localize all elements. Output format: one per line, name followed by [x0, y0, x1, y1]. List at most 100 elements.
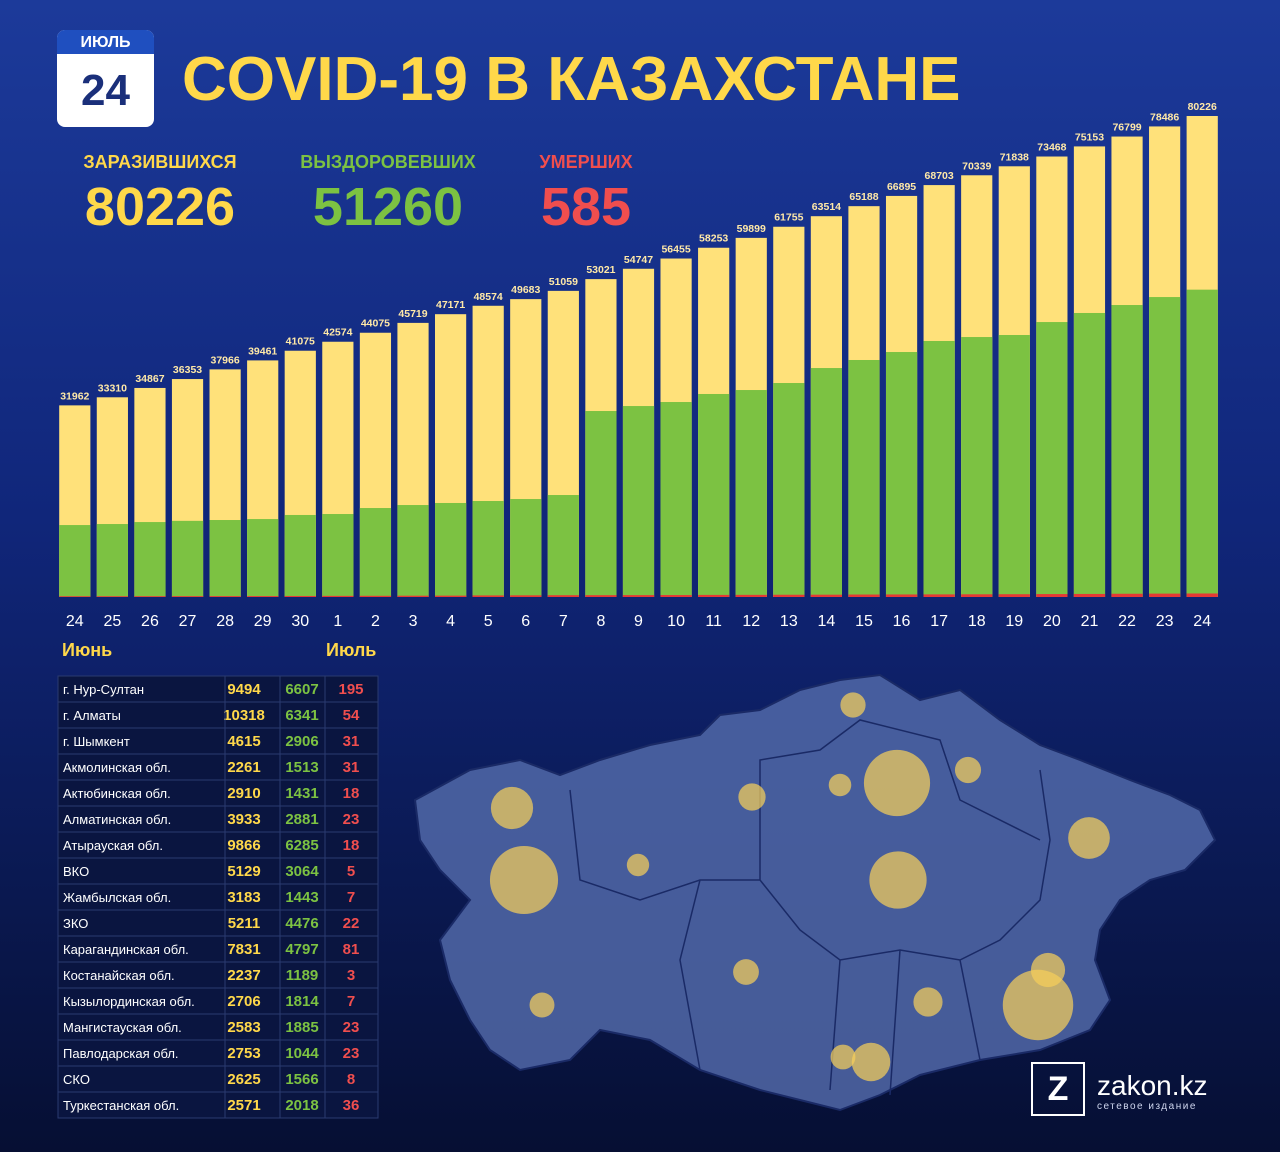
- region-value: 2237: [227, 967, 260, 984]
- map-bubbles: [489, 692, 1110, 1082]
- map-bubble: [1002, 969, 1074, 1041]
- value-label: 45719: [398, 308, 427, 320]
- map-bubble: [1068, 817, 1110, 859]
- bar: [284, 514, 316, 597]
- x-tick-label: 16: [893, 613, 911, 630]
- x-tick-label: 17: [930, 613, 948, 630]
- region-name: ЗКО: [63, 916, 88, 931]
- bar: [1111, 593, 1143, 597]
- region-value: 2753: [227, 1045, 260, 1062]
- x-tick-label: 28: [216, 613, 234, 630]
- bar: [660, 402, 692, 597]
- x-tick-label: 15: [855, 613, 873, 630]
- map-bubble: [863, 749, 931, 817]
- region-value: 1443: [285, 889, 318, 906]
- x-tick-label: 13: [780, 613, 798, 630]
- title: COVID-19 В КАЗАХСТАНЕ: [182, 45, 961, 114]
- bar: [510, 595, 542, 597]
- value-label: 36353: [173, 364, 202, 376]
- region-value: 81: [343, 941, 360, 958]
- region-name: Жамбылская обл.: [63, 890, 171, 905]
- value-label: 51059: [549, 276, 578, 288]
- bar: [1149, 297, 1181, 597]
- bar: [698, 594, 730, 597]
- value-label: 73468: [1037, 142, 1066, 154]
- x-tick-label: 21: [1081, 613, 1099, 630]
- region-value: 1885: [285, 1019, 318, 1036]
- bar: [134, 522, 166, 597]
- bar: [773, 383, 805, 597]
- region-value: 2906: [285, 733, 318, 750]
- x-tick-label: 4: [446, 613, 455, 630]
- value-label: 33310: [98, 382, 127, 394]
- region-value: 1814: [285, 993, 319, 1010]
- value-label: 49683: [511, 284, 540, 296]
- region-name: г. Нур-Султан: [63, 682, 144, 697]
- calendar-month: ИЮЛЬ: [80, 34, 130, 51]
- stat-value: 51260: [313, 177, 463, 237]
- value-label: 34867: [135, 373, 164, 385]
- region-value: 18: [343, 837, 360, 854]
- bar: [622, 595, 655, 597]
- bar: [810, 594, 842, 597]
- map-bubble: [626, 853, 650, 877]
- bar: [397, 505, 429, 597]
- stat-label: ЗАРАЗИВШИХСЯ: [83, 152, 236, 172]
- logo-name: zakon.kz: [1097, 1070, 1208, 1101]
- region-name: г. Шымкент: [63, 734, 130, 749]
- map-bubble: [490, 786, 534, 830]
- region-name: Акмолинская обл.: [63, 760, 171, 775]
- map-bubble: [828, 773, 852, 797]
- region-name: Атырауская обл.: [63, 838, 163, 853]
- x-tick-label: 1: [333, 613, 342, 630]
- stat-label: УМЕРШИХ: [539, 152, 632, 172]
- bar: [472, 501, 504, 597]
- region-value: 3: [347, 967, 355, 984]
- region-value: 3064: [285, 863, 319, 880]
- logo-tagline: сетевое издание: [1097, 1101, 1197, 1112]
- x-group-label: Июль: [326, 640, 376, 660]
- map-bubble: [954, 756, 982, 784]
- bar: [998, 594, 1030, 597]
- bar: [247, 519, 279, 597]
- region-value: 23: [343, 811, 360, 828]
- bar: [622, 406, 655, 597]
- map-bubble: [738, 783, 766, 811]
- region-name: Павлодарская обл.: [63, 1046, 179, 1061]
- bar: [547, 595, 579, 597]
- bar: [171, 596, 204, 597]
- x-tick-label: 24: [66, 613, 84, 630]
- value-label: 68703: [925, 170, 954, 182]
- value-label: 44075: [361, 318, 390, 330]
- region-value: 7831: [227, 941, 260, 958]
- stat-value: 80226: [85, 177, 235, 237]
- region-name: Мангистауская обл.: [63, 1020, 182, 1035]
- map-bubble: [913, 987, 943, 1017]
- region-value: 2910: [227, 785, 260, 802]
- bar: [885, 594, 918, 597]
- region-value: 6607: [285, 681, 318, 698]
- value-label: 63514: [812, 201, 841, 213]
- bar: [284, 595, 316, 597]
- bar: [247, 596, 279, 597]
- x-tick-label: 27: [179, 613, 197, 630]
- bar: [171, 520, 204, 597]
- region-value: 2018: [285, 1097, 318, 1114]
- region-value: 9866: [227, 837, 260, 854]
- calendar-strip: [57, 30, 154, 54]
- value-label: 75153: [1075, 131, 1104, 143]
- bar-chart: 3196224333102534867263635327379662839461…: [59, 101, 1218, 630]
- value-label: 53021: [586, 264, 615, 276]
- stat-label: ВЫЗДОРОВЕВШИХ: [300, 152, 476, 172]
- bar: [1073, 312, 1106, 597]
- region-value: 10318: [223, 707, 265, 724]
- value-label: 65188: [849, 191, 878, 203]
- bar: [96, 524, 128, 597]
- value-label: 70339: [962, 160, 991, 172]
- x-tick-label: 22: [1118, 613, 1136, 630]
- bar: [59, 596, 91, 597]
- bar: [510, 499, 542, 597]
- value-label: 78486: [1150, 111, 1179, 123]
- x-group-label: Июнь: [62, 640, 112, 660]
